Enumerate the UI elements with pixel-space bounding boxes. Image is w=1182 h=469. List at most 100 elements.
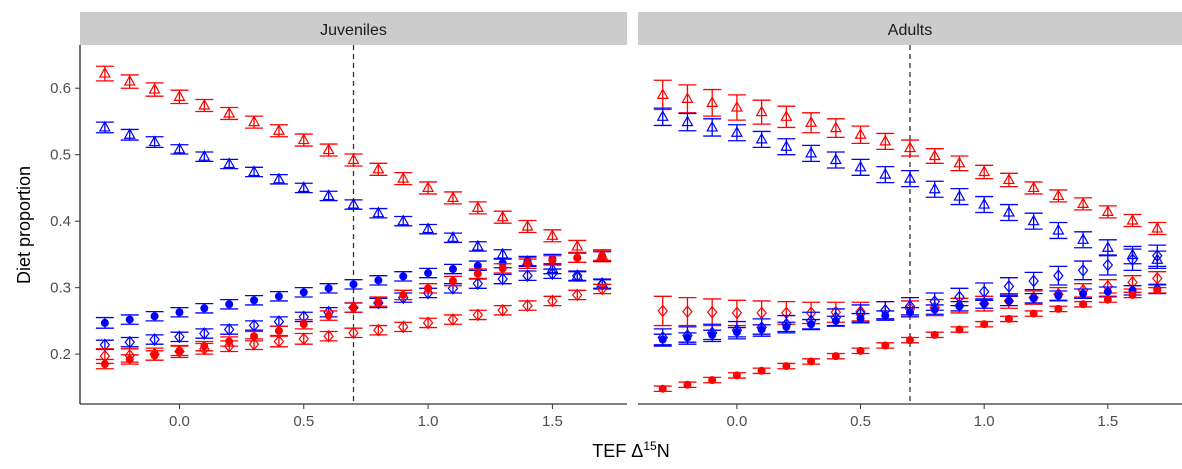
errorbar	[568, 270, 587, 281]
errorbar	[195, 328, 214, 339]
errorbar	[518, 300, 537, 311]
point-circle	[349, 280, 358, 289]
x-tick-label: 0.5	[293, 413, 314, 430]
x-axis-title-main: TEF Δ	[592, 441, 643, 461]
errorbar	[777, 105, 796, 129]
point-circle	[498, 264, 507, 273]
point-triangle	[879, 134, 892, 146]
point-diamond	[199, 327, 210, 340]
point-triangle	[1077, 197, 1090, 208]
point-diamond	[571, 269, 583, 283]
y-tick-label: 0.4	[50, 213, 71, 230]
point-triangle	[978, 165, 991, 177]
point-circle	[856, 346, 865, 355]
point-circle	[125, 315, 134, 324]
point-circle	[250, 332, 259, 341]
point-triangle	[272, 172, 285, 184]
point-triangle	[148, 135, 161, 147]
errorbar	[319, 143, 338, 157]
point-triangle	[1101, 205, 1114, 216]
point-triangle	[681, 92, 694, 103]
point-diamond	[497, 303, 508, 317]
strip-label-adults: Adults	[888, 22, 932, 39]
errorbar	[369, 162, 388, 176]
errorbar	[678, 296, 697, 327]
point-triangle	[1027, 181, 1040, 193]
x-axis-title-superscript: 15	[643, 439, 657, 453]
point-circle	[856, 314, 865, 323]
point-circle	[448, 265, 457, 274]
point-diamond	[682, 305, 693, 319]
point-circle	[473, 261, 482, 270]
point-triangle	[297, 181, 310, 193]
point-diamond	[397, 320, 409, 334]
point-diamond	[472, 277, 484, 291]
point-diamond	[978, 285, 990, 299]
point-circle	[881, 341, 890, 350]
point-triangle	[1002, 173, 1015, 185]
point-diamond	[174, 330, 185, 344]
point-circle	[548, 256, 557, 265]
point-triangle	[272, 124, 285, 135]
errorbar	[245, 115, 264, 129]
errorbar	[220, 106, 239, 121]
point-diamond	[1003, 279, 1015, 293]
errorbar	[703, 88, 722, 117]
point-triangle	[903, 171, 917, 183]
point-circle	[807, 320, 816, 329]
point-circle	[1054, 291, 1063, 300]
errorbar	[344, 327, 363, 339]
point-triangle	[706, 120, 719, 132]
errorbar	[468, 278, 487, 289]
point-circle	[1054, 304, 1063, 313]
point-circle	[125, 355, 134, 364]
point-circle	[175, 308, 184, 317]
errorbar	[1148, 244, 1167, 268]
x-axis-title: TEF Δ15N	[592, 439, 669, 461]
errorbar	[468, 309, 487, 321]
point-triangle	[805, 146, 818, 158]
point-circle	[200, 304, 209, 313]
point-triangle	[98, 66, 111, 78]
point-diamond	[497, 272, 508, 286]
point-triangle	[854, 128, 867, 139]
point-triangle	[1027, 214, 1040, 226]
errorbar	[568, 239, 587, 254]
point-diamond	[547, 294, 558, 308]
point-diamond	[1077, 263, 1089, 277]
point-circle	[1029, 309, 1038, 318]
point-circle	[1004, 296, 1013, 305]
point-circle	[424, 269, 433, 278]
point-triangle	[1101, 241, 1114, 252]
point-triangle	[1052, 189, 1065, 201]
errorbar	[653, 295, 672, 327]
errorbar	[1148, 221, 1167, 236]
point-triangle	[123, 128, 136, 139]
y-axis-title: Diet proportion	[14, 166, 34, 284]
errorbar	[1024, 181, 1043, 195]
point-circle	[374, 297, 383, 306]
y-tick-label: 0.6	[50, 80, 71, 97]
point-circle	[274, 326, 283, 335]
point-circle	[980, 299, 989, 308]
errorbar	[294, 133, 313, 147]
point-circle	[732, 371, 741, 380]
point-circle	[250, 296, 259, 305]
point-circle	[831, 316, 840, 325]
point-diamond	[706, 305, 718, 319]
errorbar	[468, 201, 487, 215]
y-ticks: 0.2 0.3 0.4 0.5 0.6	[50, 80, 80, 363]
series-red-triangle	[95, 65, 612, 263]
point-triangle	[173, 142, 186, 154]
point-circle	[807, 357, 816, 366]
series-red-filled-circle	[95, 250, 612, 370]
series-blue-triangle	[95, 120, 612, 289]
point-circle	[175, 346, 184, 355]
point-triangle	[347, 197, 360, 209]
errorbar	[443, 191, 462, 205]
point-diamond	[447, 281, 459, 295]
point-diamond	[248, 337, 260, 351]
point-circle	[1004, 314, 1013, 323]
point-diamond	[1151, 249, 1163, 263]
point-diamond	[1127, 253, 1138, 267]
